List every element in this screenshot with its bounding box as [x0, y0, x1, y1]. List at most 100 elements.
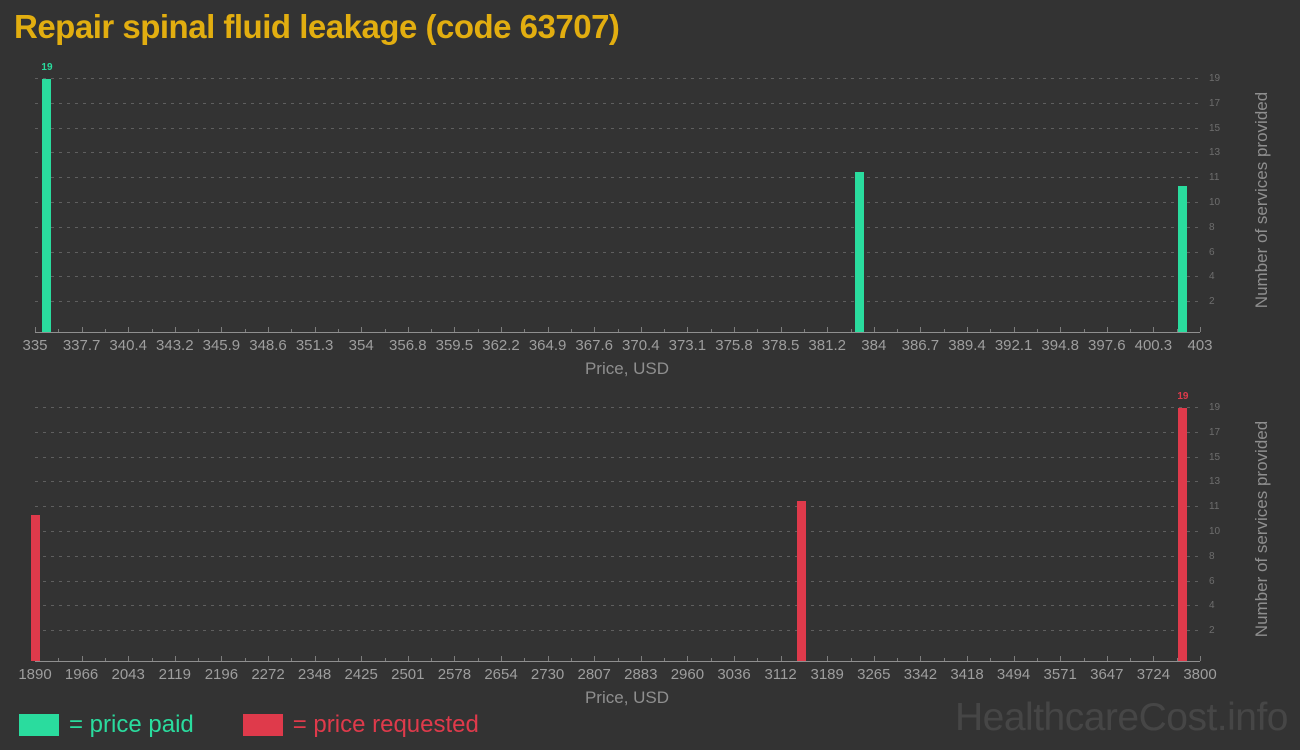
x-axis-tick — [1106, 656, 1108, 661]
x-axis-tick — [617, 329, 619, 332]
x-axis-tick — [1060, 327, 1062, 332]
x-axis-tick — [268, 656, 269, 661]
x-tick-label: 2348 — [297, 666, 332, 683]
x-axis-tick — [174, 656, 176, 661]
x-axis-tick — [268, 327, 269, 332]
x-axis-tick — [35, 327, 36, 332]
gridline — [35, 276, 1200, 278]
y-axis-title: Number of services provided — [1252, 91, 1271, 309]
plot-area: 19 — [35, 63, 1201, 333]
x-axis-tick — [827, 656, 829, 661]
x-tick-label: 370.4 — [622, 337, 660, 354]
x-axis-tick — [128, 656, 130, 661]
y-tick-label: 11 — [1209, 172, 1220, 184]
x-axis-tick — [1013, 327, 1015, 332]
gridline — [35, 407, 1200, 408]
bar — [30, 514, 40, 661]
x-tick-label: 1890 — [18, 666, 52, 683]
y-tick-label: 10 — [1209, 197, 1221, 208]
gridline — [35, 177, 1200, 179]
x-tick-label: 3494 — [996, 666, 1031, 683]
y-tick-label: 17 — [1209, 426, 1221, 438]
x-tick-label: 354 — [348, 337, 374, 354]
x-tick-label: 2654 — [484, 666, 518, 683]
x-axis-tick — [1153, 656, 1155, 661]
x-axis-tick — [198, 329, 200, 332]
y-tick-label: 10 — [1209, 526, 1221, 537]
x-axis-tick — [198, 658, 200, 661]
page-title: Repair spinal fluid leakage (code 63707) — [14, 8, 620, 45]
x-tick-label: 3800 — [1183, 666, 1217, 683]
x-axis-tick — [524, 329, 526, 332]
y-tick-label: 19 — [1209, 402, 1221, 413]
x-tick-label: 373.1 — [668, 337, 707, 354]
x-axis-tick — [407, 656, 409, 661]
y-tick-label: 2 — [1209, 625, 1215, 637]
x-axis-tick — [897, 658, 899, 661]
x-axis-tick — [431, 329, 433, 332]
x-tick-label: 359.5 — [435, 337, 474, 354]
x-axis-tick — [81, 327, 83, 332]
x-tick-label: 378.5 — [761, 337, 800, 354]
x-axis-tick — [803, 329, 805, 332]
x-tick-label: 1966 — [64, 666, 99, 683]
legend-item-price-requested: = price requested — [242, 711, 479, 739]
legend-label: = price paid — [69, 711, 194, 738]
x-tick-label: 2883 — [624, 666, 658, 683]
price-paid-swatch — [19, 714, 59, 736]
x-tick-label: 3112 — [764, 666, 797, 683]
gridline — [35, 78, 1200, 79]
x-axis-tick — [570, 329, 572, 332]
x-tick-label: 3265 — [857, 666, 891, 683]
gridline — [35, 431, 1200, 433]
watermark: HealthcareCost.info — [954, 696, 1289, 739]
x-axis-tick — [780, 656, 782, 661]
x-axis-tick — [640, 327, 642, 332]
gridline — [35, 301, 1200, 303]
y-axis-title: Number of services provided — [1252, 420, 1271, 638]
x-axis-tick — [547, 656, 549, 661]
gridline — [35, 102, 1200, 104]
x-axis-tick — [58, 658, 60, 661]
gridline — [35, 531, 1200, 532]
bar — [1178, 185, 1188, 332]
x-tick-label: 3724 — [1136, 666, 1171, 683]
x-axis-tick — [337, 329, 339, 332]
gridline — [35, 605, 1200, 607]
x-axis-tick — [151, 329, 153, 332]
x-tick-label: 340.4 — [109, 337, 147, 354]
x-axis-tick — [594, 656, 596, 661]
x-axis-tick — [337, 658, 339, 661]
x-tick-label: 389.4 — [948, 337, 986, 354]
y-tick-label: 15 — [1209, 451, 1221, 463]
x-tick-label: 367.6 — [575, 337, 613, 354]
gridline — [35, 481, 1200, 483]
x-axis-tick — [710, 658, 712, 661]
legend: = price paid = price requested — [19, 711, 528, 739]
gridline — [35, 251, 1200, 253]
x-axis-tick — [570, 658, 572, 661]
bar — [854, 172, 864, 332]
x-axis-tick — [314, 327, 316, 332]
x-axis-tick — [384, 329, 386, 332]
x-tick-label: 2960 — [670, 666, 705, 683]
x-tick-label: 403 — [1187, 337, 1213, 354]
y-tick-label: 4 — [1209, 271, 1215, 283]
x-axis-title: Price, USD — [584, 359, 670, 378]
x-tick-label: 375.8 — [715, 337, 753, 354]
x-axis-tick — [291, 658, 293, 661]
gridline — [35, 202, 1200, 203]
x-tick-label: 335 — [22, 337, 48, 354]
x-tick-label: 392.1 — [994, 337, 1033, 354]
x-axis-tick — [664, 329, 666, 332]
plot-area: 19 — [30, 392, 1201, 662]
x-axis-tick — [1036, 658, 1038, 661]
y-tick-label: 19 — [1209, 73, 1221, 84]
x-axis-tick — [384, 658, 386, 661]
x-axis-tick — [314, 656, 316, 661]
x-axis-tick — [943, 658, 945, 661]
x-axis-tick — [58, 329, 60, 332]
x-axis-tick — [827, 327, 829, 332]
x-tick-label: 384 — [861, 337, 887, 354]
